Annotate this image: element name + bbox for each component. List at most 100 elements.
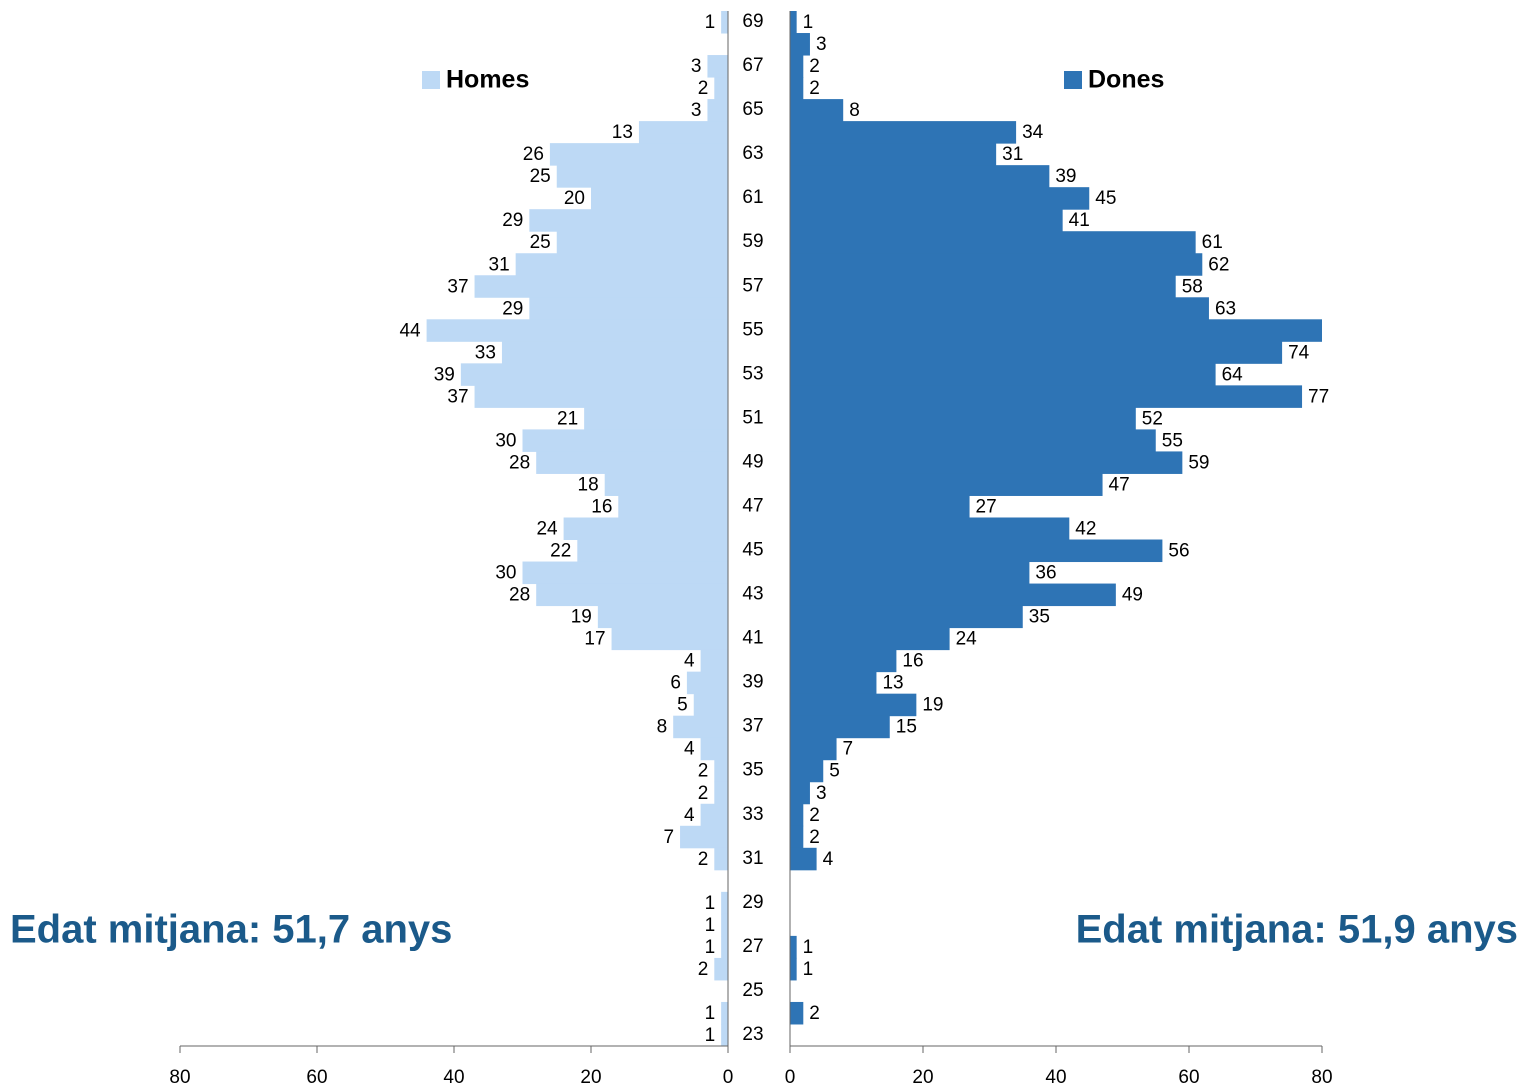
data-label: 30 [495, 430, 516, 451]
data-label: 7 [843, 739, 854, 760]
bar [790, 209, 1063, 232]
y-tick-label: 45 [742, 540, 763, 561]
data-label: 1 [803, 937, 814, 958]
data-label: 20 [564, 188, 585, 209]
bar [790, 1001, 804, 1025]
y-tick-label: 37 [742, 716, 763, 737]
bar [790, 11, 797, 34]
data-label: 16 [902, 651, 923, 672]
data-label: 30 [495, 563, 516, 584]
data-label: 4 [823, 849, 834, 870]
bar [790, 231, 1196, 254]
y-tick-label: 47 [742, 495, 763, 516]
data-label: 59 [1188, 452, 1209, 473]
y-tick-label: 49 [742, 451, 763, 472]
x-tick-label: 60 [306, 1067, 327, 1088]
bar [790, 627, 950, 651]
data-label: 5 [829, 761, 840, 782]
bar [790, 143, 997, 166]
data-label: 13 [882, 673, 903, 694]
bar [556, 165, 728, 188]
bar [584, 407, 728, 430]
bar [721, 1023, 728, 1047]
data-label: 31 [489, 254, 510, 275]
bar [707, 99, 728, 122]
data-label: 31 [1002, 144, 1023, 165]
bar [501, 341, 728, 364]
data-label: 33 [475, 342, 496, 363]
data-label: 26 [523, 144, 544, 165]
bar [790, 363, 1216, 386]
y-tick-label: 51 [742, 407, 763, 428]
legend-swatch [422, 71, 440, 89]
bar [790, 275, 1176, 298]
data-label: 19 [922, 695, 943, 716]
x-tick-label: 20 [912, 1067, 933, 1088]
bar [597, 605, 728, 629]
data-label: 62 [1208, 254, 1229, 275]
bar [529, 209, 728, 232]
x-tick-label: 0 [785, 1067, 796, 1088]
y-tick-label: 39 [742, 672, 763, 693]
bar [700, 649, 728, 673]
data-label: 64 [1222, 364, 1244, 385]
bar [790, 253, 1203, 276]
data-label: 4 [684, 739, 695, 760]
x-tick-label: 40 [1045, 1067, 1066, 1088]
bar [790, 429, 1156, 452]
data-label: 77 [1308, 386, 1329, 407]
bar [790, 561, 1030, 585]
bar [714, 781, 728, 805]
bar [707, 55, 728, 78]
bar [522, 561, 728, 585]
bar [790, 407, 1136, 430]
bar [686, 671, 728, 695]
bar [790, 165, 1050, 188]
data-label: 39 [434, 364, 455, 385]
bar [790, 935, 797, 959]
bar [790, 715, 890, 739]
bar [522, 429, 728, 452]
bar [790, 99, 844, 122]
bar [577, 539, 728, 563]
data-label: 74 [1288, 342, 1310, 363]
data-label: 35 [1029, 607, 1050, 628]
data-label: 56 [1168, 541, 1189, 562]
data-label: 2 [698, 849, 709, 870]
bar [611, 627, 728, 651]
data-label: 45 [1095, 188, 1116, 209]
data-label: 1 [705, 915, 716, 936]
data-label: 58 [1182, 276, 1203, 297]
data-label: 1 [803, 959, 814, 980]
data-label: 3 [691, 56, 702, 77]
bar [700, 803, 728, 827]
x-tick-label: 0 [723, 1067, 734, 1088]
data-label: 1 [705, 937, 716, 958]
bar [529, 297, 728, 320]
data-label: 3 [691, 100, 702, 121]
bar [714, 847, 728, 871]
data-label: 2 [698, 761, 709, 782]
y-tick-label: 27 [742, 936, 763, 957]
bar [790, 759, 824, 783]
data-label: 2 [809, 827, 820, 848]
bar [515, 253, 728, 276]
data-label: 21 [557, 408, 578, 429]
data-label: 44 [399, 320, 421, 341]
bar [790, 803, 804, 827]
y-tick-label: 55 [742, 319, 763, 340]
data-label: 34 [1022, 122, 1044, 143]
data-label: 5 [677, 695, 688, 716]
bar [790, 495, 970, 518]
y-tick-label: 41 [742, 628, 763, 649]
data-label: 24 [956, 629, 978, 650]
bar [563, 517, 728, 541]
data-label: 1 [705, 1025, 716, 1046]
data-label: 2 [809, 805, 820, 826]
data-label: 2 [809, 78, 820, 99]
bar [460, 363, 728, 386]
x-tick-label: 20 [580, 1067, 601, 1088]
y-tick-label: 25 [742, 980, 763, 1001]
data-label: 24 [536, 519, 558, 540]
data-label: 36 [1035, 563, 1056, 584]
